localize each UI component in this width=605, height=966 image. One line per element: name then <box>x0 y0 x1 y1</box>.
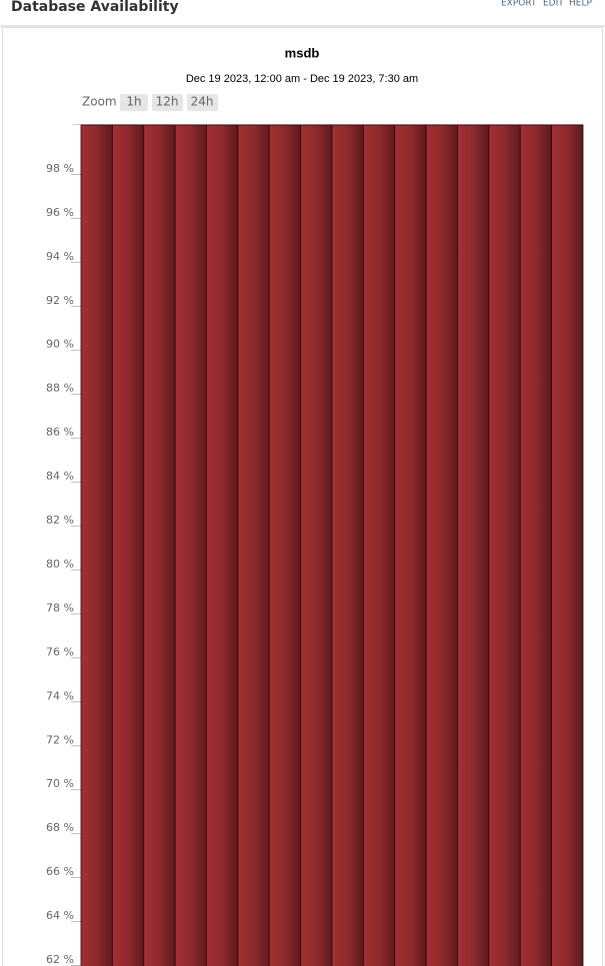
chart-title: msdb <box>285 45 320 60</box>
panel <box>2 27 603 966</box>
zoom-button-label[interactable]: 1h <box>126 95 141 109</box>
bar <box>111 124 145 966</box>
y-tick-label: 92 % <box>46 294 74 307</box>
bar <box>300 124 333 966</box>
bar <box>425 124 458 966</box>
y-tick-label: 94 % <box>46 250 74 263</box>
bar <box>362 124 396 966</box>
y-tick-label: 96 % <box>46 206 74 219</box>
y-tick-label: 80 % <box>46 557 74 570</box>
y-tick-label: 82 % <box>46 514 74 527</box>
bar <box>174 124 207 966</box>
help-link[interactable]: HELP <box>569 0 592 9</box>
bar <box>80 124 113 966</box>
zoom-label: Zoom <box>82 95 117 109</box>
y-tick-label: 78 % <box>46 601 74 614</box>
y-tick-label: 86 % <box>46 426 74 439</box>
y-tick-label: 62 % <box>46 953 74 966</box>
zoom-button-label[interactable]: 12h <box>156 95 179 109</box>
bar <box>268 124 302 966</box>
bar <box>143 124 176 966</box>
bar <box>519 124 553 966</box>
bar <box>488 124 521 966</box>
bar <box>331 124 364 966</box>
y-tick-label: 66 % <box>46 865 74 878</box>
edit-link[interactable]: EDIT <box>543 0 564 9</box>
y-tick-label: 84 % <box>46 470 74 483</box>
y-tick-label: 68 % <box>46 821 74 834</box>
bar <box>551 124 584 966</box>
y-tick-label: 74 % <box>46 689 74 702</box>
chart-subtitle: Dec 19 2023, 12:00 am - Dec 19 2023, 7:3… <box>186 73 418 85</box>
export-link[interactable]: EXPORT <box>501 0 537 9</box>
y-tick-label: 70 % <box>46 777 74 790</box>
zoom-button-label[interactable]: 24h <box>191 95 214 109</box>
y-tick-label: 76 % <box>46 645 74 658</box>
bar <box>457 124 490 966</box>
y-tick-label: 88 % <box>46 382 74 395</box>
zoom-button[interactable] <box>187 94 218 111</box>
y-tick-label: 98 % <box>46 162 74 175</box>
page-title: Database Availability <box>11 0 179 15</box>
bar <box>237 124 270 966</box>
zoom-button[interactable] <box>152 94 183 111</box>
zoom-button[interactable] <box>120 94 148 111</box>
y-tick-label: 64 % <box>46 909 74 922</box>
y-tick-label: 90 % <box>46 338 74 351</box>
bar <box>206 124 239 966</box>
bar <box>394 124 427 966</box>
y-tick-label: 72 % <box>46 733 74 746</box>
